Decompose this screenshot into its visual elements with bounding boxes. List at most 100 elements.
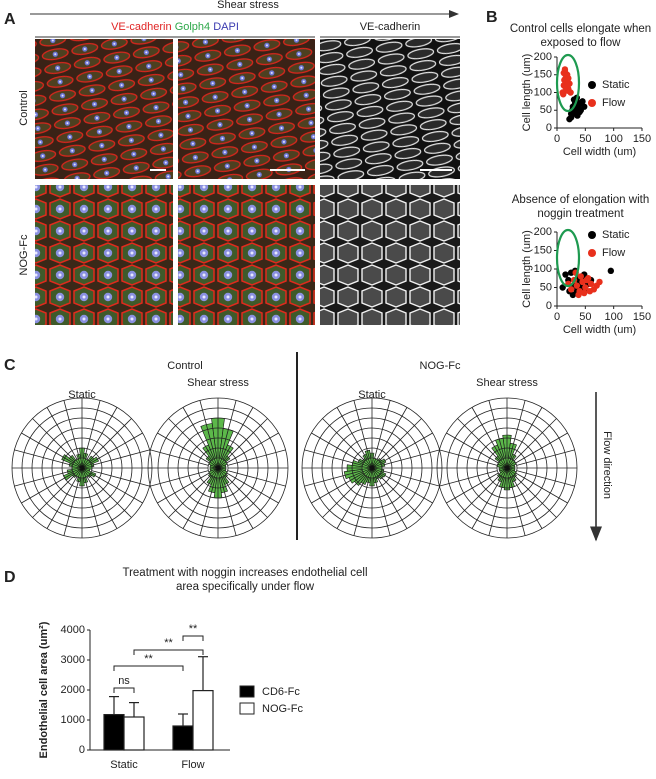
legend-label: Static (602, 229, 630, 241)
y-axis-label: Cell length (um) (521, 230, 533, 308)
rose-spoke (376, 407, 408, 460)
legend-label: Flow (602, 247, 625, 259)
rose-spoke (168, 474, 212, 518)
rose-spoke (509, 477, 526, 536)
legend-swatch (239, 702, 255, 715)
significance-bracket (113, 665, 184, 671)
legend-label: Static (602, 79, 630, 91)
rose-spoke (21, 432, 74, 464)
scatter-point (575, 291, 582, 299)
rose-spoke (322, 474, 366, 518)
scatter-point (596, 278, 603, 286)
y-axis-label: Cell length (um) (521, 54, 533, 132)
scatter-point (582, 284, 589, 291)
x-tick-label: Static (110, 759, 138, 771)
rose-title: Static (68, 389, 96, 401)
rose-title: Shear stress (476, 377, 538, 389)
rose-spoke (32, 418, 76, 462)
row-label: Control (18, 90, 30, 125)
bar (123, 716, 145, 751)
rose-spoke (91, 470, 150, 487)
rose-spoke (91, 449, 150, 466)
x-tick-label: 150 (633, 311, 651, 323)
rose-spoke (471, 476, 503, 529)
rose-spoke (84, 477, 101, 536)
rose-spoke (322, 418, 366, 462)
rose-spoke (446, 432, 499, 464)
x-axis-label: Cell width (um) (563, 324, 636, 336)
rose-spoke (488, 400, 505, 459)
rose-spoke (222, 407, 254, 460)
y-tick-label: 3000 (61, 654, 85, 666)
rose-spoke (511, 476, 543, 529)
scatter-point (565, 75, 572, 82)
rose-spoke (220, 477, 237, 536)
legend-swatch (239, 685, 255, 698)
x-tick-label: 50 (579, 311, 591, 323)
rose-spoke (46, 407, 78, 460)
rose-spoke (88, 474, 132, 518)
bar (192, 689, 214, 751)
significance-label: ** (164, 637, 173, 649)
rose-spoke (513, 418, 557, 462)
rose-spoke (220, 400, 237, 459)
micrograph (35, 39, 173, 179)
y-tick-label: 0 (546, 300, 552, 312)
legend-marker (588, 99, 596, 107)
rose-spoke (226, 472, 279, 504)
rose-spoke (353, 400, 370, 459)
shear-header: Shear stress (217, 0, 279, 11)
rose-spoke (515, 472, 568, 504)
rose-spoke (471, 407, 503, 460)
rose-spoke (182, 476, 214, 529)
scatter-point (564, 82, 571, 89)
significance-label: ns (118, 675, 130, 687)
scatter-point (566, 115, 573, 123)
y-tick-label: 150 (534, 244, 552, 256)
legend-label: NOG-Fc (262, 703, 303, 715)
micrograph (178, 185, 315, 325)
rose-spoke (21, 472, 74, 504)
scatter-point (559, 284, 566, 291)
rose-spoke (150, 470, 209, 487)
scatter-point (581, 289, 588, 297)
gray-label: VE-cadherin (360, 21, 421, 33)
y-tick-label: 1000 (61, 714, 85, 726)
rose-spoke (381, 449, 440, 466)
rose-spoke (88, 418, 132, 462)
scatter-point (567, 110, 575, 118)
rose-spoke (86, 476, 118, 529)
significance-bracket (133, 649, 204, 655)
legend-marker (588, 231, 596, 239)
micrograph (35, 185, 173, 325)
rose-spoke (376, 476, 408, 529)
rose-spoke (488, 477, 505, 536)
y-tick-label: 0 (79, 744, 85, 756)
bar (103, 713, 125, 751)
chart-title: Control cells elongate when exposed to f… (509, 23, 652, 49)
legend-label: CD6-Fc (262, 686, 300, 698)
rose-spoke (182, 407, 214, 460)
scatter-point (581, 103, 588, 110)
rose-spoke (224, 418, 268, 462)
y-tick-label: 100 (534, 86, 552, 98)
rose-spoke (304, 470, 363, 487)
rose-spoke (509, 400, 526, 459)
x-axis-label: Cell width (um) (563, 146, 636, 158)
rose-spoke (32, 474, 76, 518)
scatter-point (567, 286, 575, 293)
flow-label: Flow direction (601, 431, 613, 499)
y-tick-label: 0 (546, 122, 552, 134)
chart-title: Treatment with noggin increases endothel… (122, 567, 367, 593)
rose-spoke (374, 477, 391, 536)
rose-spoke (378, 474, 422, 518)
scatter-point (561, 66, 569, 73)
chart-title: Control cells elongate when exposed to f… (509, 23, 652, 49)
scatter-point (577, 273, 584, 280)
y-tick-label: 150 (534, 69, 552, 81)
row-label: NOG-Fc (18, 234, 30, 275)
rose-spoke (311, 432, 364, 464)
y-tick-label: 200 (534, 51, 552, 63)
panel-label: C (4, 357, 16, 374)
rose-spoke (516, 449, 575, 466)
